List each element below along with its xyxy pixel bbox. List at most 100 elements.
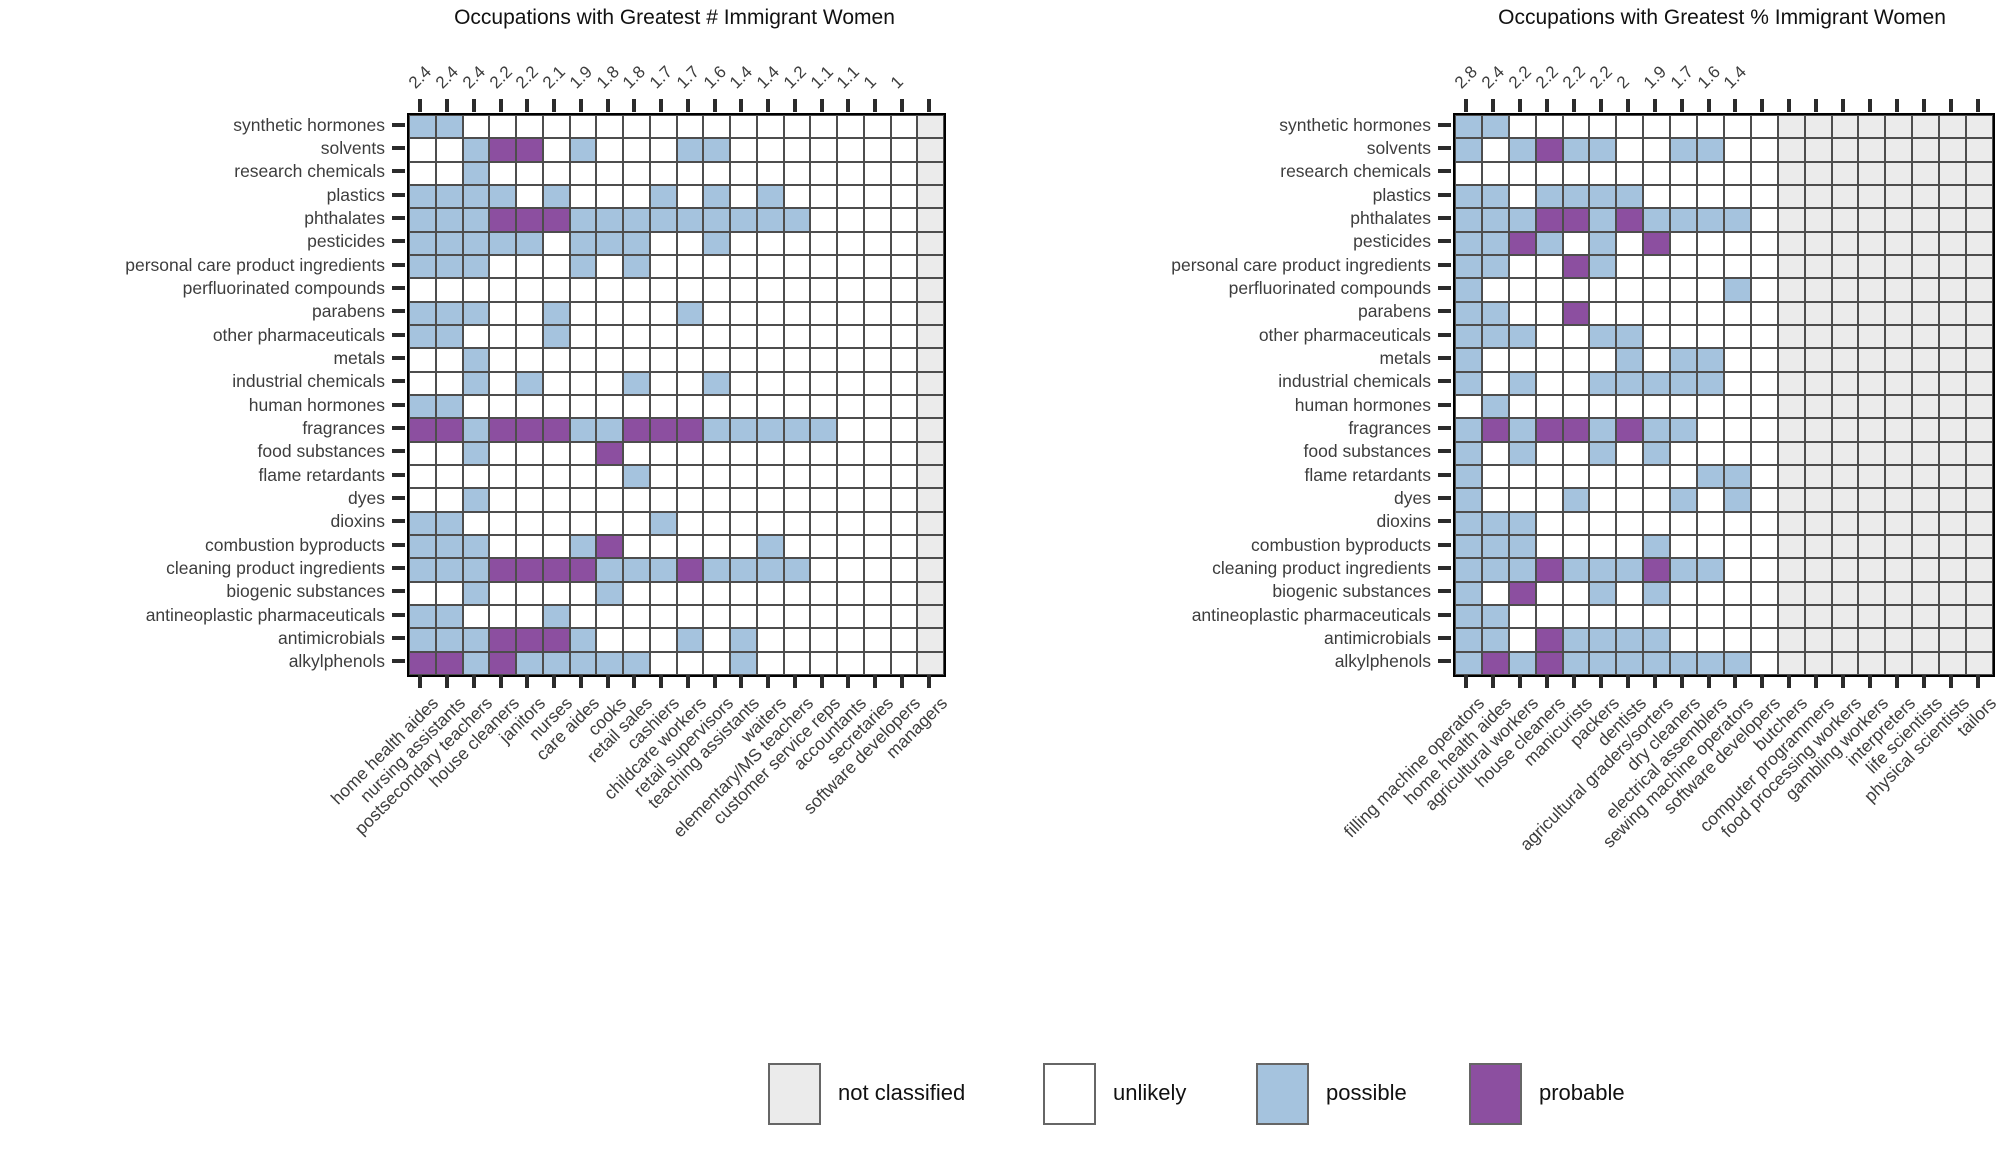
grid-cell [542,115,570,139]
grid-cell [623,394,650,419]
left-axis-tick [1438,192,1451,197]
grid-cell [1508,488,1536,512]
grid-cell [462,558,490,582]
grid-cell [1589,534,1617,559]
grid-cell [649,254,677,279]
grid-cell [1966,115,1993,139]
grid-cell [516,278,543,302]
chemical-class-label: phthalates [304,207,385,228]
grid-cell [623,534,650,559]
grid-cell [409,115,436,139]
grid-cell [1939,278,1967,302]
grid-cell [1670,324,1698,349]
grid-cell [1535,161,1563,185]
grid-cell [1643,161,1671,185]
grid-cell [1562,301,1590,325]
grid-cell [596,301,623,325]
grid-cell [783,511,811,535]
grid-cell [1777,581,1805,605]
grid-cell [1966,324,1993,349]
grid-cell [1885,278,1913,302]
column-value-label: 2.2 [1585,62,1616,93]
grid-cell [1589,231,1617,255]
grid-cell [1481,324,1509,349]
column-value-label: 1.9 [565,62,596,93]
grid-cell [1616,208,1644,232]
grid-cell [676,651,704,675]
grid-cell [837,301,864,325]
top-axis-tick [1679,99,1684,112]
top-axis-tick [1572,99,1577,112]
grid-cell [917,394,944,419]
grid-cell [1455,464,1482,489]
grid-cell [1481,418,1509,442]
grid-cell [1670,441,1698,465]
column-value-label: 1.7 [1666,62,1697,93]
grid-cell [649,115,677,139]
grid-cell [1697,301,1724,325]
grid-cell [703,511,730,535]
grid-cell [1885,651,1913,675]
grid-cell [1508,371,1536,395]
grid-cell [1697,115,1724,139]
grid-cell [649,651,677,675]
grid-cell [462,254,490,279]
grid-cell [1966,138,1993,162]
grid-cell [837,558,864,582]
grid-cell [489,324,516,349]
grid-cell [810,324,837,349]
grid-cell [489,115,516,139]
legend-label: probable [1539,1080,1625,1105]
grid-cell [1723,231,1751,255]
grid-cell [435,581,463,605]
left-axis-tick [392,239,405,244]
grid-cell [596,184,623,209]
grid-cell [863,394,891,419]
grid-cell [489,511,516,535]
bottom-axis-tick [578,674,583,688]
grid-cell [730,511,757,535]
grid-cell [1481,464,1509,489]
grid-cell [623,324,650,349]
grid-cell [569,231,597,255]
left-axis-tick [1438,169,1451,174]
grid-cell [1858,464,1886,489]
left-axis-tick [1438,285,1451,290]
chemical-class-label: research chemicals [1280,161,1431,182]
grid-cell [1750,511,1778,535]
grid-cell [435,441,463,465]
grid-cell [1643,115,1671,139]
grid-cell [1804,534,1832,559]
grid-cell [1697,464,1724,489]
grid-cell [917,651,944,675]
grid-cell [1455,138,1482,162]
grid-cell [1562,278,1590,302]
grid-cell [623,604,650,629]
grid-cell [1777,558,1805,582]
grid-cell [1697,371,1724,395]
grid-cell [1966,231,1993,255]
grid-cell [1831,651,1859,675]
grid-cell [462,371,490,395]
chemical-class-label: flame retardants [1304,464,1431,485]
heatmap-grid [1453,113,1995,677]
grid-cell [1723,115,1751,139]
grid-cell [516,511,543,535]
grid-cell [1777,394,1805,419]
grid-cell [730,324,757,349]
grid-cell [1481,534,1509,559]
grid-cell [542,138,570,162]
grid-cell [1508,231,1536,255]
bottom-axis-tick [1518,674,1523,688]
grid-cell [516,394,543,419]
grid-cell [1481,278,1509,302]
top-axis-tick [1733,99,1738,112]
grid-cell [703,208,730,232]
grid-cell [890,418,918,442]
grid-cell [837,278,864,302]
grid-cell [489,138,516,162]
grid-cell [1455,604,1482,629]
grid-cell [1858,115,1886,139]
top-axis-tick [498,99,503,112]
grid-cell [1643,604,1671,629]
